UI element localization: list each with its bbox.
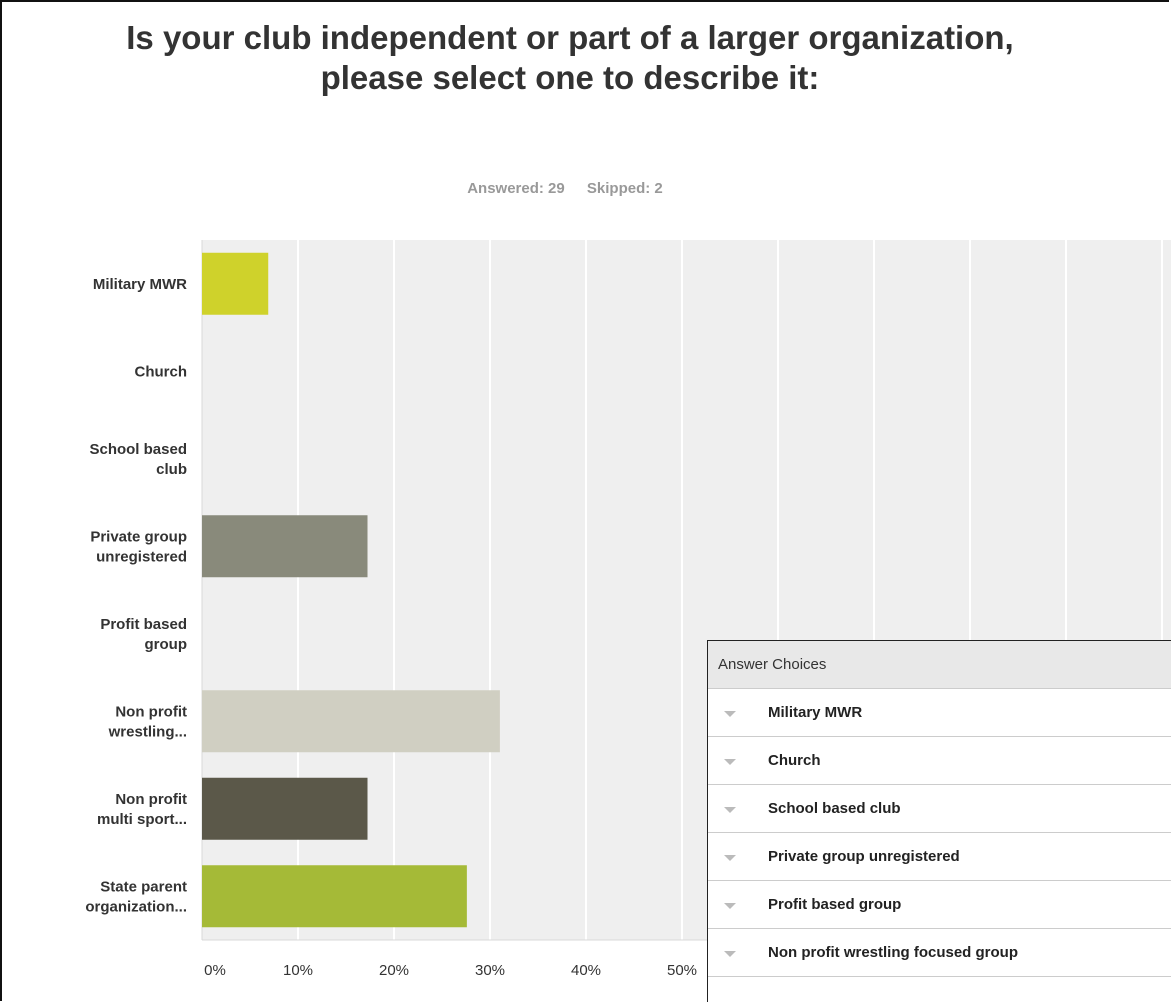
expand-triangle-icon[interactable] xyxy=(724,855,736,861)
expand-triangle-icon[interactable] xyxy=(724,903,736,909)
bar xyxy=(202,515,368,578)
x-tick-label: 10% xyxy=(283,962,313,979)
answer-choice-label: School based club xyxy=(768,800,901,817)
response-stats: Answered: 29 Skipped: 2 xyxy=(0,180,1130,197)
category-label: Non profit wrestling... xyxy=(108,703,187,740)
table-row[interactable]: School based club xyxy=(708,785,1171,833)
bar xyxy=(202,777,368,840)
table-row[interactable]: Private group unregistered xyxy=(708,833,1171,881)
x-tick-label: 0% xyxy=(204,962,226,979)
category-label: Church xyxy=(135,363,188,380)
answer-choices-table: Answer Choices Military MWR Church School … xyxy=(707,640,1171,1002)
answer-choice-label: Private group unregistered xyxy=(768,848,960,865)
table-row[interactable]: Church xyxy=(708,737,1171,785)
x-tick-label: 40% xyxy=(571,962,601,979)
bar xyxy=(202,252,269,315)
category-label: School based club xyxy=(89,441,187,478)
category-label: Profit based group xyxy=(100,616,187,653)
expand-triangle-icon[interactable] xyxy=(724,759,736,765)
skipped-count: Skipped: 2 xyxy=(586,180,663,197)
bar xyxy=(202,690,500,753)
category-label: Military MWR xyxy=(93,276,187,293)
expand-triangle-icon[interactable] xyxy=(724,807,736,813)
category-label: Non profit multi sport... xyxy=(97,791,187,828)
x-tick-label: 30% xyxy=(475,962,505,979)
answer-choice-label: Non profit wrestling focused group xyxy=(768,944,1018,961)
category-label: Private group unregistered xyxy=(90,528,187,565)
expand-triangle-icon[interactable] xyxy=(724,711,736,717)
answer-choice-label: Church xyxy=(768,752,821,769)
answer-choice-label: Profit based group xyxy=(768,896,902,913)
answer-choice-label: Military MWR xyxy=(768,704,863,721)
category-label: State parent organization... xyxy=(85,878,187,915)
chart-title: Is your club independent or part of a la… xyxy=(126,19,1014,96)
table-header: Answer Choices xyxy=(708,641,1171,689)
x-tick-label: 20% xyxy=(379,962,409,979)
expand-triangle-icon[interactable] xyxy=(724,951,736,957)
table-row[interactable]: Military MWR xyxy=(708,689,1171,737)
table-row[interactable]: Non profit wrestling focused group xyxy=(708,929,1171,977)
table-row[interactable]: Profit based group xyxy=(708,881,1171,929)
x-tick-label: 50% xyxy=(667,962,697,979)
answered-count: Answered: 29 xyxy=(467,180,565,197)
bar xyxy=(202,865,467,928)
